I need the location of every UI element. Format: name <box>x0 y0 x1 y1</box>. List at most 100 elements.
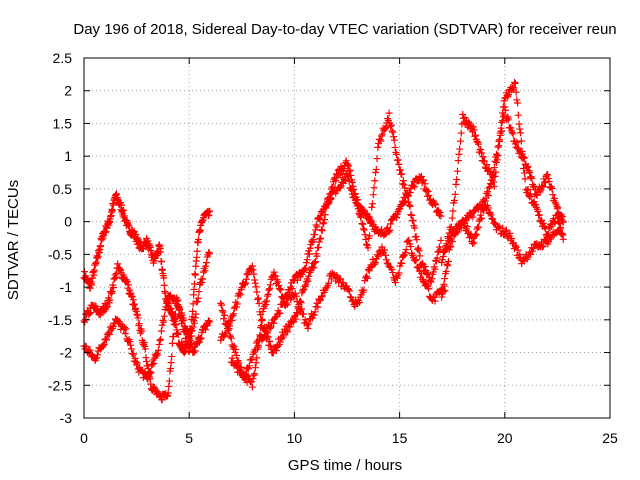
data-point <box>362 235 370 243</box>
data-point <box>250 270 258 278</box>
data-point <box>448 214 456 222</box>
data-point <box>181 328 189 336</box>
data-point <box>400 181 408 189</box>
data-point <box>160 312 168 320</box>
data-point <box>150 359 158 367</box>
data-point <box>478 149 486 157</box>
data-point <box>178 316 186 324</box>
data-point <box>511 79 519 87</box>
data-point <box>425 285 433 293</box>
data-point <box>521 175 529 183</box>
data-point <box>360 226 368 234</box>
data-point <box>253 354 261 362</box>
data-point <box>153 349 161 357</box>
data-point <box>423 186 431 194</box>
data-point <box>365 212 373 220</box>
data-point <box>325 199 333 207</box>
data-point <box>376 135 384 143</box>
data-point <box>120 206 128 214</box>
data-point <box>226 322 234 330</box>
data-point <box>431 199 439 207</box>
data-point <box>87 309 95 317</box>
data-point <box>347 171 355 179</box>
data-point <box>402 197 410 205</box>
data-point <box>502 106 510 114</box>
data-point <box>455 150 463 158</box>
data-point <box>544 175 552 183</box>
data-point <box>266 337 274 345</box>
data-point <box>415 264 423 272</box>
data-point <box>142 354 150 362</box>
data-point <box>401 184 409 192</box>
data-point <box>453 167 461 175</box>
data-point <box>304 324 312 332</box>
data-point <box>532 191 540 199</box>
data-point <box>332 177 340 185</box>
data-point <box>485 184 493 192</box>
data-point <box>317 234 325 242</box>
y-axis-label: SDTVAR / TECUs <box>5 180 22 300</box>
data-point <box>418 259 426 267</box>
data-point <box>260 334 268 342</box>
data-point <box>228 354 236 362</box>
data-point <box>470 126 478 134</box>
data-point <box>206 318 214 326</box>
data-point <box>428 275 436 283</box>
data-point <box>444 257 452 265</box>
data-point <box>544 171 552 179</box>
data-point <box>498 118 506 126</box>
data-point <box>449 207 457 215</box>
data-point <box>366 232 374 240</box>
data-point <box>167 365 175 373</box>
data-point <box>134 314 142 322</box>
data-point <box>217 299 225 307</box>
data-point <box>382 256 390 264</box>
data-point <box>392 149 400 157</box>
data-point <box>404 192 412 200</box>
data-point <box>260 302 268 310</box>
x-tick-label: 5 <box>185 430 193 446</box>
data-point <box>538 182 546 190</box>
data-point <box>162 303 170 311</box>
data-point <box>300 266 308 274</box>
data-point <box>550 194 558 202</box>
data-point <box>511 140 519 148</box>
data-point <box>538 216 546 224</box>
data-point <box>93 354 101 362</box>
data-point <box>306 244 314 252</box>
data-point <box>295 301 303 309</box>
data-point <box>511 242 519 250</box>
data-point <box>156 336 164 344</box>
data-point <box>305 320 313 328</box>
data-point <box>381 251 389 259</box>
data-point <box>160 281 168 289</box>
data-point <box>85 309 93 317</box>
data-point <box>407 211 415 219</box>
data-point <box>102 304 110 312</box>
data-point <box>372 165 380 173</box>
data-point <box>171 317 179 325</box>
data-point <box>288 285 296 293</box>
data-point <box>501 228 509 236</box>
data-point <box>539 183 547 191</box>
data-point <box>385 109 393 117</box>
data-point <box>351 190 359 198</box>
data-point <box>494 143 502 151</box>
data-point <box>319 220 327 228</box>
data-point <box>440 280 448 288</box>
data-point <box>454 228 462 236</box>
data-point <box>277 286 285 294</box>
data-point <box>205 248 213 256</box>
y-tick-label: 2.5 <box>53 50 73 66</box>
data-point <box>97 242 105 250</box>
data-point <box>276 309 284 317</box>
data-point <box>539 242 547 250</box>
data-point <box>144 375 152 383</box>
data-point <box>242 275 250 283</box>
data-point <box>443 260 451 268</box>
data-point <box>400 252 408 260</box>
data-point <box>390 133 398 141</box>
data-point <box>302 264 310 272</box>
data-point <box>351 190 359 198</box>
data-point <box>263 292 271 300</box>
